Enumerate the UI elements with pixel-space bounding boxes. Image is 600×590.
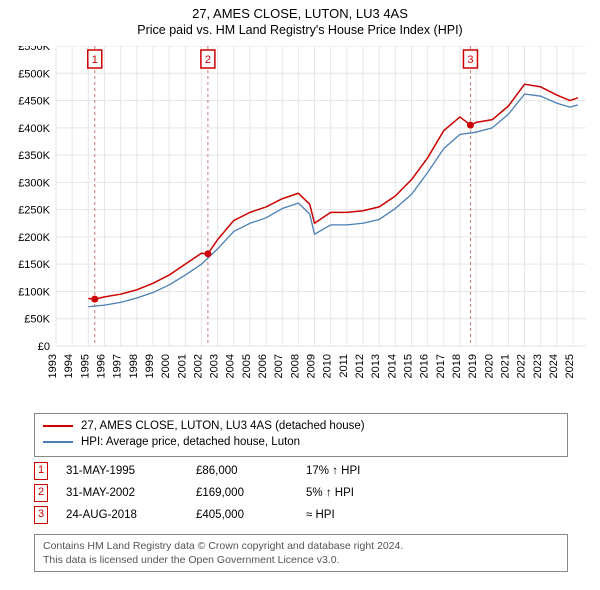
svg-text:2013: 2013 bbox=[370, 354, 382, 378]
svg-text:£200K: £200K bbox=[18, 232, 50, 244]
svg-text:£550K: £550K bbox=[18, 46, 50, 53]
transaction-price: £86,000 bbox=[196, 465, 306, 477]
transactions-table: 1 31-MAY-1995 £86,000 17% ↑ HPI 2 31-MAY… bbox=[34, 460, 406, 526]
legend-swatch-1 bbox=[43, 425, 73, 427]
svg-text:2000: 2000 bbox=[160, 354, 172, 378]
svg-text:2009: 2009 bbox=[306, 354, 318, 378]
transaction-price: £169,000 bbox=[196, 487, 306, 499]
legend: 27, AMES CLOSE, LUTON, LU3 4AS (detached… bbox=[34, 413, 568, 457]
svg-text:1999: 1999 bbox=[144, 354, 156, 378]
svg-text:2008: 2008 bbox=[289, 354, 301, 378]
footer-attribution: Contains HM Land Registry data © Crown c… bbox=[34, 534, 568, 572]
svg-text:£250K: £250K bbox=[18, 205, 50, 217]
legend-swatch-2 bbox=[43, 441, 73, 443]
svg-text:2003: 2003 bbox=[209, 354, 221, 378]
footer-line-2: This data is licensed under the Open Gov… bbox=[43, 553, 559, 567]
svg-text:2016: 2016 bbox=[419, 354, 431, 378]
svg-text:2007: 2007 bbox=[273, 354, 285, 378]
transaction-diff: 17% ↑ HPI bbox=[306, 465, 406, 477]
svg-text:2017: 2017 bbox=[435, 354, 447, 378]
transaction-date: 24-AUG-2018 bbox=[66, 509, 196, 521]
svg-text:1994: 1994 bbox=[63, 354, 75, 378]
chart-container: 27, AMES CLOSE, LUTON, LU3 4AS Price pai… bbox=[0, 0, 600, 590]
transaction-diff: 5% ↑ HPI bbox=[306, 487, 406, 499]
legend-item-1: 27, AMES CLOSE, LUTON, LU3 4AS (detached… bbox=[43, 418, 559, 434]
svg-text:1993: 1993 bbox=[47, 354, 59, 378]
footer-line-1: Contains HM Land Registry data © Crown c… bbox=[43, 539, 559, 553]
svg-text:2: 2 bbox=[205, 54, 211, 66]
legend-label-2: HPI: Average price, detached house, Luto… bbox=[81, 436, 300, 448]
marker-badge-1: 1 bbox=[34, 462, 48, 480]
svg-text:2021: 2021 bbox=[499, 354, 511, 378]
legend-item-2: HPI: Average price, detached house, Luto… bbox=[43, 434, 559, 450]
svg-text:£450K: £450K bbox=[18, 96, 50, 108]
chart-area: £0 £50K £100K £150K £200K £250K £300K £350K £400… bbox=[8, 46, 592, 376]
svg-text:2025: 2025 bbox=[564, 354, 576, 378]
svg-text:£350K: £350K bbox=[18, 150, 50, 162]
svg-text:£400K: £400K bbox=[18, 123, 50, 135]
table-row: 3 24-AUG-2018 £405,000 ≈ HPI bbox=[34, 504, 406, 526]
page-title: 27, AMES CLOSE, LUTON, LU3 4AS bbox=[0, 0, 600, 21]
svg-text:£0: £0 bbox=[38, 341, 50, 353]
svg-text:1: 1 bbox=[92, 54, 98, 66]
table-row: 2 31-MAY-2002 £169,000 5% ↑ HPI bbox=[34, 482, 406, 504]
table-row: 1 31-MAY-1995 £86,000 17% ↑ HPI bbox=[34, 460, 406, 482]
svg-text:2023: 2023 bbox=[532, 354, 544, 378]
svg-text:2012: 2012 bbox=[354, 354, 366, 378]
svg-text:2022: 2022 bbox=[516, 354, 528, 378]
svg-text:2014: 2014 bbox=[386, 354, 398, 378]
svg-text:1995: 1995 bbox=[79, 354, 91, 378]
svg-text:£500K: £500K bbox=[18, 68, 50, 80]
svg-text:2015: 2015 bbox=[402, 354, 414, 378]
svg-text:2006: 2006 bbox=[257, 354, 269, 378]
svg-text:2002: 2002 bbox=[192, 354, 204, 378]
svg-text:1997: 1997 bbox=[112, 354, 124, 378]
legend-label-1: 27, AMES CLOSE, LUTON, LU3 4AS (detached… bbox=[81, 420, 365, 432]
transaction-diff: ≈ HPI bbox=[306, 509, 406, 521]
transaction-date: 31-MAY-1995 bbox=[66, 465, 196, 477]
svg-text:3: 3 bbox=[467, 54, 473, 66]
svg-text:2024: 2024 bbox=[548, 354, 560, 378]
page-subtitle: Price paid vs. HM Land Registry's House … bbox=[0, 21, 600, 37]
svg-text:2010: 2010 bbox=[322, 354, 334, 378]
svg-text:2018: 2018 bbox=[451, 354, 463, 378]
svg-text:2001: 2001 bbox=[176, 354, 188, 378]
svg-text:1998: 1998 bbox=[128, 354, 140, 378]
transaction-price: £405,000 bbox=[196, 509, 306, 521]
svg-text:2020: 2020 bbox=[483, 354, 495, 378]
transaction-date: 31-MAY-2002 bbox=[66, 487, 196, 499]
line-chart-svg: £0 £50K £100K £150K £200K £250K £300K £350K £400… bbox=[8, 46, 592, 386]
svg-text:£50K: £50K bbox=[24, 314, 50, 326]
svg-text:2005: 2005 bbox=[241, 354, 253, 378]
svg-text:2019: 2019 bbox=[467, 354, 479, 378]
svg-text:£100K: £100K bbox=[18, 286, 50, 298]
svg-text:£300K: £300K bbox=[18, 177, 50, 189]
marker-badge-3: 3 bbox=[34, 506, 48, 524]
svg-text:£150K: £150K bbox=[18, 259, 50, 271]
svg-text:1996: 1996 bbox=[95, 354, 107, 378]
marker-badge-2: 2 bbox=[34, 484, 48, 502]
svg-text:2004: 2004 bbox=[225, 354, 237, 378]
svg-text:2011: 2011 bbox=[338, 354, 350, 378]
